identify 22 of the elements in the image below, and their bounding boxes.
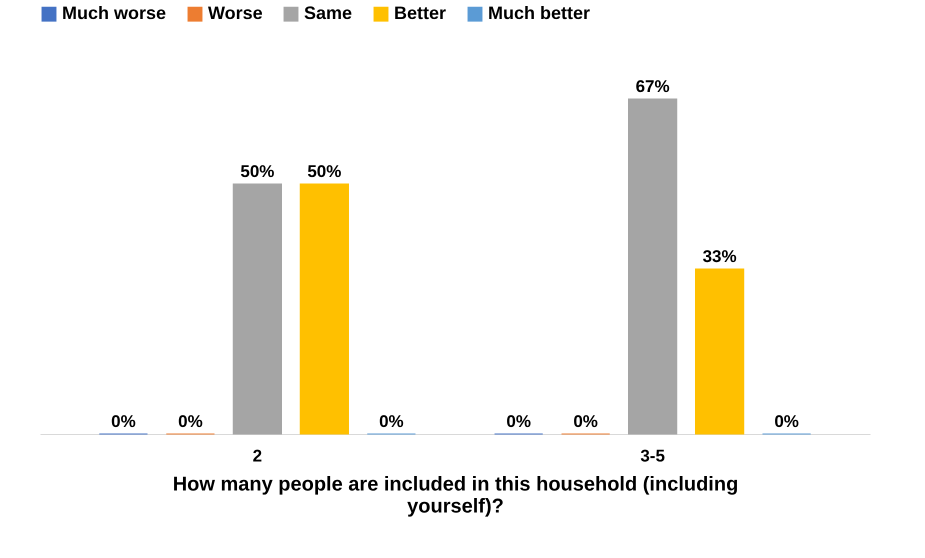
bar bbox=[628, 98, 678, 434]
x-tick-label: 3-5 bbox=[640, 446, 665, 466]
legend-label: Same bbox=[304, 3, 352, 24]
data-label: 0% bbox=[379, 412, 404, 431]
bar bbox=[232, 184, 282, 434]
data-label: 50% bbox=[240, 162, 274, 181]
legend-label: Worse bbox=[208, 3, 263, 24]
legend-label: Much worse bbox=[62, 3, 166, 24]
data-label: 0% bbox=[774, 412, 799, 431]
x-tick-label: 2 bbox=[252, 446, 262, 466]
data-label: 0% bbox=[573, 412, 598, 431]
data-label: 67% bbox=[636, 77, 670, 96]
legend-label: Better bbox=[394, 3, 446, 24]
data-label: 0% bbox=[111, 412, 136, 431]
legend-label: Much better bbox=[488, 3, 590, 24]
bar bbox=[300, 184, 349, 434]
x-axis-title: How many people are included in this household (including yourself)? bbox=[172, 474, 738, 518]
data-label: 33% bbox=[702, 247, 737, 266]
bar bbox=[694, 268, 744, 434]
data-label: 0% bbox=[178, 412, 203, 431]
data-label: 0% bbox=[506, 412, 531, 431]
data-label: 50% bbox=[307, 162, 342, 181]
